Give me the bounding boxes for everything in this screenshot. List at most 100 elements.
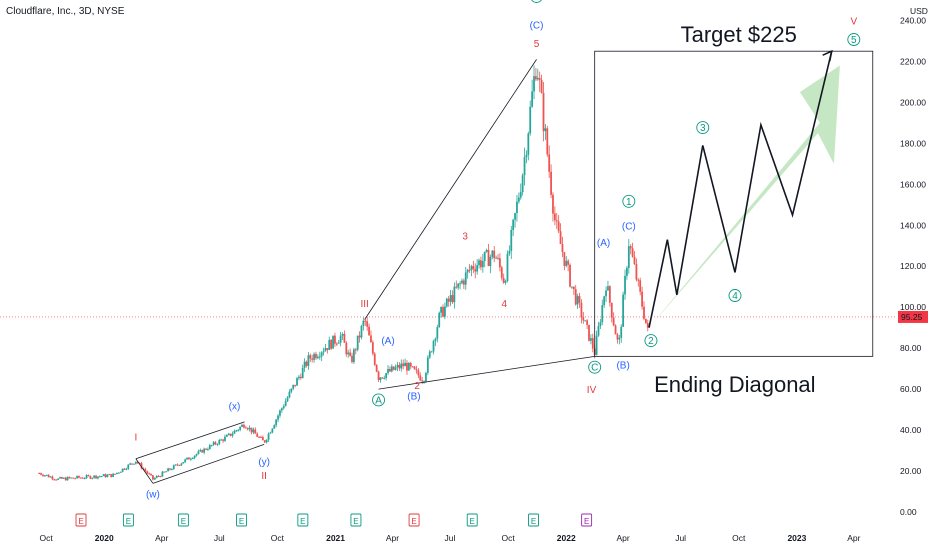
candle-body xyxy=(351,355,353,363)
candle-body xyxy=(411,366,414,368)
candle-body xyxy=(574,289,577,305)
candle-body xyxy=(303,361,306,368)
candle-body xyxy=(112,473,115,477)
earnings-marker[interactable] xyxy=(466,513,478,527)
candle-body xyxy=(502,277,505,283)
y-tick-label: 40.00 xyxy=(900,425,922,435)
earnings-marker[interactable] xyxy=(75,513,87,527)
candle-body xyxy=(224,436,226,441)
candle-body xyxy=(533,76,535,92)
earnings-marker[interactable] xyxy=(528,513,539,527)
candle-body xyxy=(182,462,185,464)
candle-body xyxy=(616,334,619,340)
candle-body xyxy=(489,256,492,267)
candle-body xyxy=(248,427,251,430)
candle-body xyxy=(152,475,154,480)
earnings-marker[interactable] xyxy=(297,513,309,527)
candle-body xyxy=(51,476,54,480)
candle-body xyxy=(328,339,331,350)
candle-body xyxy=(373,353,376,365)
candle-body xyxy=(93,475,96,478)
wave-C2-label: (C) xyxy=(622,221,636,232)
candle-body xyxy=(476,265,479,272)
candle-body xyxy=(354,349,357,351)
candle-body xyxy=(330,339,333,349)
earnings-marker[interactable] xyxy=(122,513,134,527)
candle-body xyxy=(91,477,94,479)
candle-body xyxy=(146,471,149,474)
y-tick-label: 240.00 xyxy=(900,15,926,25)
candle-body xyxy=(53,479,56,481)
wave-A-label: (A) xyxy=(381,336,394,347)
candle-body xyxy=(193,455,196,459)
candle-body xyxy=(233,430,236,434)
candle-body xyxy=(309,355,312,359)
candle-body xyxy=(347,352,350,355)
candle-body xyxy=(161,471,164,477)
candle-body xyxy=(402,363,405,367)
candle-body xyxy=(157,475,160,477)
candle-body xyxy=(117,472,120,474)
candle-body xyxy=(417,370,420,376)
wave-circle-2: 2 xyxy=(648,336,654,347)
wave-4-label: 4 xyxy=(502,299,508,310)
candle-body xyxy=(163,471,166,473)
candle-body xyxy=(624,275,626,295)
candle-body xyxy=(231,433,234,436)
candle-body xyxy=(588,324,590,341)
candle-body xyxy=(290,388,293,392)
candle-body xyxy=(129,463,132,465)
candle-body xyxy=(208,445,211,450)
x-tick-label: Jul xyxy=(445,533,456,543)
earnings-marker-label: E xyxy=(126,517,131,526)
wave-circle-5-circle xyxy=(847,33,861,46)
earnings-marker-label: E xyxy=(531,517,536,526)
candle-body xyxy=(97,476,99,479)
candle-body xyxy=(377,371,380,380)
candle-body xyxy=(591,338,594,349)
candle-body xyxy=(222,439,224,441)
earnings-marker[interactable] xyxy=(236,513,247,527)
y-tick-label: 100.00 xyxy=(900,302,926,312)
y-tick-label: 180.00 xyxy=(900,138,926,148)
candle-body xyxy=(169,468,171,470)
candle-body xyxy=(167,468,169,472)
candle-body xyxy=(191,458,194,460)
candle-body xyxy=(385,373,388,379)
x-tick-label: 2020 xyxy=(95,533,114,543)
candle-body xyxy=(356,335,359,350)
candle-body xyxy=(398,364,401,369)
candle-body xyxy=(362,320,365,326)
candle-body xyxy=(597,325,600,336)
candle-body xyxy=(516,201,518,214)
candle-body xyxy=(64,477,67,481)
candle-body xyxy=(449,295,452,302)
candle-body xyxy=(334,335,336,344)
earnings-marker[interactable] xyxy=(581,513,593,527)
x-tick-label: Oct xyxy=(501,533,515,543)
candle-body xyxy=(284,401,287,407)
candle-body xyxy=(180,463,183,466)
candle-body xyxy=(440,306,443,313)
candle-body xyxy=(294,384,297,386)
candle-body xyxy=(322,351,325,353)
earnings-marker[interactable] xyxy=(177,513,189,527)
candle-body xyxy=(400,363,403,369)
candle-body xyxy=(519,192,522,198)
candle-body xyxy=(461,280,463,284)
earnings-marker[interactable] xyxy=(408,513,420,527)
candle-body xyxy=(561,244,564,253)
candle-body xyxy=(571,286,573,288)
candle-body xyxy=(332,335,334,349)
candle-body xyxy=(133,463,135,465)
candle-body xyxy=(453,286,456,303)
candle-body xyxy=(468,269,471,271)
candle-body xyxy=(315,353,317,359)
candle-body xyxy=(506,253,509,281)
earnings-marker[interactable] xyxy=(350,513,362,527)
candle-body xyxy=(307,355,310,366)
candle-body xyxy=(552,194,554,214)
candle-body xyxy=(305,361,308,366)
